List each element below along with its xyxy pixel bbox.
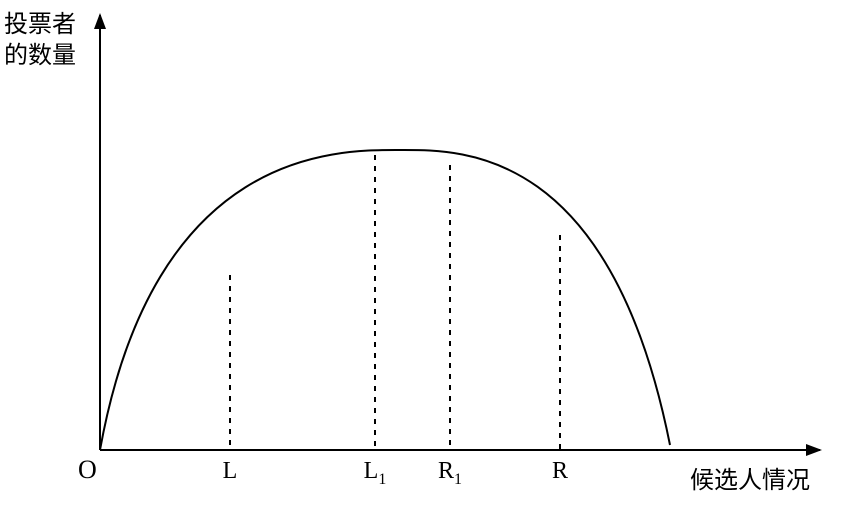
x-tick-label-L1: L1 — [364, 458, 387, 489]
y-axis-label: 投票者 的数量 — [4, 10, 76, 72]
x-tick-label-R: R — [552, 458, 568, 485]
origin-label: O — [78, 455, 97, 485]
chart-svg — [0, 0, 858, 527]
x-tick-label-L: L — [223, 458, 238, 485]
x-axis-label: 候选人情况 — [690, 460, 810, 495]
x-tick-label-R1: R1 — [438, 458, 462, 489]
voter-distribution-chart: 投票者 的数量 候选人情况 O L L1 R1 R — [0, 0, 858, 527]
